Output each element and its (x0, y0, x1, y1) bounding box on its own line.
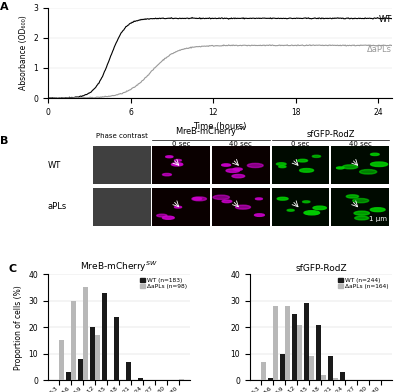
Text: Phase contrast: Phase contrast (96, 133, 148, 139)
Text: C: C (8, 263, 16, 274)
Circle shape (192, 197, 206, 201)
FancyBboxPatch shape (272, 146, 330, 184)
Bar (273, 306, 278, 380)
FancyBboxPatch shape (152, 146, 210, 184)
Text: 0 sec: 0 sec (291, 142, 310, 147)
Circle shape (355, 216, 369, 220)
Circle shape (236, 205, 250, 209)
Circle shape (222, 164, 230, 166)
Bar (261, 362, 266, 380)
Circle shape (174, 160, 182, 161)
Bar (285, 306, 290, 380)
Circle shape (298, 159, 308, 162)
Bar (333, 377, 338, 380)
Bar (304, 303, 309, 380)
Circle shape (370, 162, 388, 167)
Bar (179, 379, 184, 380)
FancyBboxPatch shape (212, 188, 270, 226)
Text: WT: WT (379, 15, 392, 24)
Text: aPLs: aPLs (48, 202, 67, 211)
Circle shape (256, 198, 262, 200)
Circle shape (172, 163, 183, 166)
FancyBboxPatch shape (212, 146, 270, 184)
Circle shape (276, 163, 286, 165)
Circle shape (346, 195, 358, 198)
Circle shape (174, 163, 182, 165)
Bar (309, 356, 314, 380)
Circle shape (277, 197, 288, 200)
FancyBboxPatch shape (93, 188, 151, 226)
Y-axis label: Absorbance (OD₆₀₀): Absorbance (OD₆₀₀) (19, 16, 28, 90)
Circle shape (304, 211, 320, 215)
Circle shape (254, 214, 264, 216)
Text: MreB-mCherry$^{SW}$: MreB-mCherry$^{SW}$ (175, 125, 247, 139)
Bar (102, 293, 107, 380)
Bar (60, 341, 64, 380)
Text: B: B (0, 136, 8, 145)
FancyBboxPatch shape (331, 146, 389, 184)
Title: MreB-mCherry$^{SW}$: MreB-mCherry$^{SW}$ (80, 260, 158, 274)
Bar (78, 359, 83, 380)
Text: sfGFP-RodZ: sfGFP-RodZ (306, 130, 354, 139)
Text: WT: WT (48, 161, 61, 170)
Legend: WT (n=244), ΔaPLs (n=164): WT (n=244), ΔaPLs (n=164) (338, 277, 389, 289)
Circle shape (300, 169, 314, 172)
Circle shape (354, 211, 370, 215)
Circle shape (166, 156, 173, 158)
Circle shape (343, 165, 358, 169)
Circle shape (174, 206, 182, 208)
FancyBboxPatch shape (152, 188, 210, 226)
Circle shape (213, 195, 230, 200)
Circle shape (162, 216, 174, 219)
Bar (114, 317, 119, 380)
FancyBboxPatch shape (331, 188, 389, 226)
Bar (71, 301, 76, 380)
Bar (328, 356, 333, 380)
Text: 0 sec: 0 sec (172, 142, 190, 147)
Circle shape (222, 200, 232, 203)
Circle shape (162, 173, 172, 176)
Title: sfGFP-RodZ: sfGFP-RodZ (295, 264, 347, 273)
Circle shape (303, 201, 310, 203)
Text: ΔaPLs: ΔaPLs (367, 45, 392, 54)
Bar (280, 354, 285, 380)
Bar (83, 287, 88, 380)
Text: A: A (0, 2, 8, 13)
Bar (321, 375, 326, 380)
Bar (66, 372, 71, 380)
Circle shape (247, 163, 263, 167)
Circle shape (353, 198, 369, 203)
Bar (297, 325, 302, 380)
Bar (340, 372, 345, 380)
Y-axis label: Proportion of cells (%): Proportion of cells (%) (14, 285, 23, 370)
Circle shape (287, 209, 294, 211)
Circle shape (226, 169, 240, 172)
X-axis label: Time (hours): Time (hours) (193, 122, 247, 131)
Text: 40 sec: 40 sec (349, 142, 372, 147)
FancyBboxPatch shape (272, 188, 330, 226)
FancyBboxPatch shape (93, 146, 151, 184)
Circle shape (336, 167, 344, 169)
Circle shape (360, 170, 377, 174)
Bar (95, 335, 100, 380)
Text: 1 μm: 1 μm (369, 216, 387, 222)
Circle shape (193, 198, 202, 200)
Bar (126, 362, 131, 380)
Circle shape (370, 208, 385, 212)
Bar (268, 377, 273, 380)
Circle shape (313, 206, 326, 210)
Circle shape (233, 168, 242, 171)
Circle shape (232, 174, 245, 178)
Legend: WT (n=183), ΔaPLs (n=98): WT (n=183), ΔaPLs (n=98) (140, 277, 187, 289)
Bar (292, 314, 297, 380)
Circle shape (312, 155, 320, 158)
Circle shape (157, 214, 167, 217)
Circle shape (370, 153, 379, 156)
Bar (90, 327, 95, 380)
Text: 40 sec: 40 sec (230, 142, 252, 147)
Circle shape (279, 166, 286, 168)
Bar (138, 377, 143, 380)
Bar (316, 325, 321, 380)
